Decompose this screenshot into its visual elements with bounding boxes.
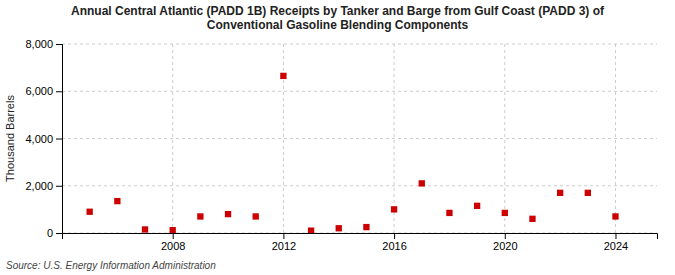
title: Annual Central Atlantic (PADD 1B) Receip… <box>71 4 605 32</box>
points <box>87 73 619 233</box>
y-axis-line <box>56 45 63 234</box>
x-axis: 2008 2012 2016 2020 2024 <box>63 233 658 252</box>
x-tick-label: 2020 <box>493 240 517 252</box>
grid-line <box>172 44 173 233</box>
point <box>419 180 425 186</box>
point <box>363 224 369 230</box>
x-tick-mark <box>173 233 174 239</box>
y-tick-label: 8,000 <box>25 38 53 50</box>
grid-line <box>394 44 395 233</box>
x-tick-label: 2024 <box>604 240 628 252</box>
title-line: Conventional Gasoline Blending Component… <box>207 18 469 32</box>
point <box>114 198 120 204</box>
point <box>225 211 231 217</box>
point <box>280 73 286 79</box>
x-tick: 2020 <box>493 233 517 252</box>
point <box>474 203 480 209</box>
y-tick: 8,000 <box>25 38 62 50</box>
point <box>391 206 397 212</box>
y-tick-mark <box>56 91 62 92</box>
y-tick: 2,000 <box>25 180 62 192</box>
x-axis-line <box>63 234 658 240</box>
grid-line <box>62 91 657 92</box>
y-tick-mark <box>56 139 62 140</box>
grid-line <box>283 44 284 233</box>
y-tick: 6,000 <box>25 85 62 97</box>
source: Source: U.S. Energy Information Administ… <box>6 260 216 271</box>
y-tick: 0 <box>47 227 62 239</box>
x-tick-mark <box>394 233 395 239</box>
point <box>585 190 591 196</box>
point <box>308 227 314 233</box>
y-tick: 4,000 <box>25 133 62 145</box>
x-tick: 2016 <box>382 233 406 252</box>
point <box>170 227 176 233</box>
y-tick-label: 6,000 <box>25 85 53 97</box>
grid <box>62 44 657 233</box>
y-tick-label: 2,000 <box>25 180 53 192</box>
point <box>557 190 563 196</box>
grid-line <box>615 44 616 233</box>
point <box>612 213 618 219</box>
x-tick-mark <box>615 233 616 239</box>
y-tick-mark <box>56 186 62 187</box>
point <box>529 216 535 222</box>
grid-line <box>62 138 657 139</box>
x-tick: 2024 <box>604 233 628 252</box>
grid-line <box>62 44 657 45</box>
x-tick: 2012 <box>272 233 296 252</box>
point <box>197 213 203 219</box>
point <box>502 210 508 216</box>
point <box>446 210 452 216</box>
y-tick-label: 4,000 <box>25 133 53 145</box>
grid-line <box>62 185 657 186</box>
x-tick-mark <box>283 233 284 239</box>
grid-line <box>504 44 505 233</box>
point <box>142 226 148 232</box>
x-tick-label: 2012 <box>272 240 296 252</box>
title-line: Annual Central Atlantic (PADD 1B) Receip… <box>71 4 605 18</box>
x-tick-label: 2016 <box>382 240 406 252</box>
y-axis-title: Thousand Barrels <box>4 95 16 182</box>
point <box>253 213 259 219</box>
x-tick: 2008 <box>161 233 185 252</box>
y-axis: 0 2,000 4,000 6,000 8,000 <box>25 38 62 239</box>
x-tick-label: 2008 <box>161 240 185 252</box>
chart: Annual Central Atlantic (PADD 1B) Receip… <box>0 0 675 275</box>
plot-area: 2008 2012 2016 2020 2024 0 2,000 4,000 6,000 8,00… <box>25 38 657 252</box>
y-tick-mark <box>56 233 62 234</box>
y-tick-mark <box>56 44 62 45</box>
y-tick-label: 0 <box>47 227 53 239</box>
point <box>87 209 93 215</box>
point <box>336 225 342 231</box>
x-tick-mark <box>505 233 506 239</box>
